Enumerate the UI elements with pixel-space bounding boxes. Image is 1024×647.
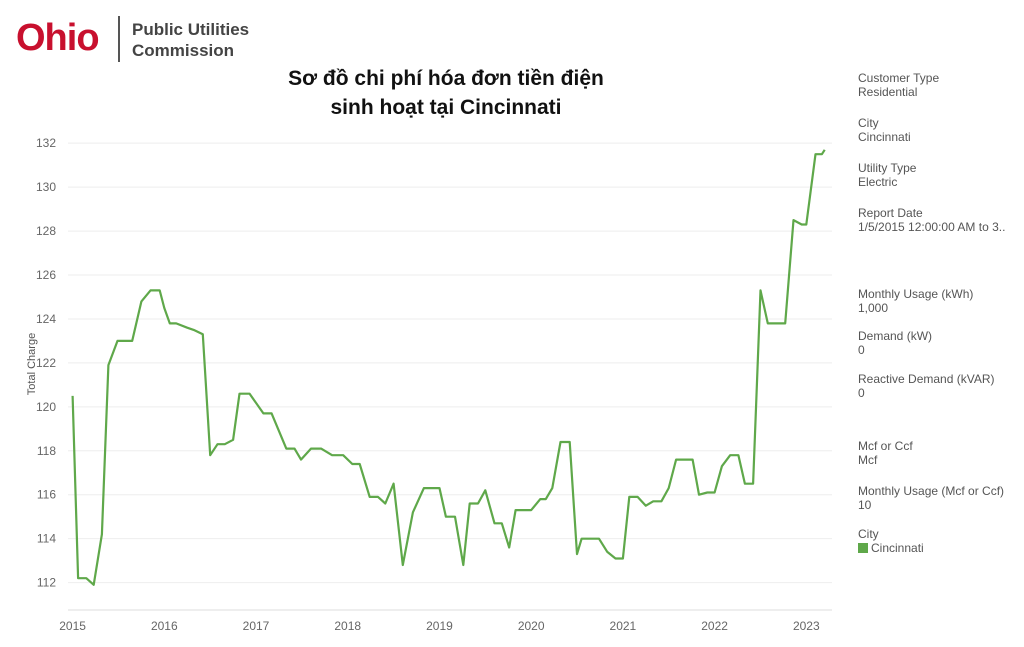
filter-label: Report Date: [858, 206, 923, 220]
y-tick-label: 130: [36, 180, 56, 194]
filter-value: 10: [858, 498, 872, 512]
legend[interactable]: City Cincinnati: [858, 527, 924, 555]
filter-label: Monthly Usage (kWh): [858, 287, 974, 301]
x-tick-label: 2017: [243, 619, 270, 633]
filter-value: Electric: [858, 175, 898, 189]
filter-value: 1/5/2015 12:00:00 AM to 3..: [858, 220, 1006, 234]
x-tick-label: 2022: [701, 619, 728, 633]
filter-label: Demand (kW): [858, 329, 933, 343]
legend-item[interactable]: Cincinnati: [858, 541, 924, 555]
legend-swatch: [858, 543, 868, 553]
filter-city[interactable]: City Cincinnati: [858, 116, 911, 144]
y-tick-label: 112: [37, 576, 56, 590]
y-tick-label: 120: [36, 400, 56, 414]
legend-title: City: [858, 527, 879, 541]
x-tick-label: 2016: [151, 619, 178, 633]
y-tick-label: 132: [36, 136, 56, 150]
filter-utility-type[interactable]: Utility Type Electric: [858, 161, 916, 189]
x-tick-label: 2023: [793, 619, 820, 633]
y-axis-label: Total Charge: [26, 333, 38, 395]
filter-label: Utility Type: [858, 161, 917, 175]
chart-title-line-2: sinh hoạt tại Cincinnati: [330, 96, 562, 119]
line-chart: 112 114 116 118 120 122 124 126 128 130 132 2015 201…: [26, 136, 832, 633]
logo-line-1: Public Utilities: [132, 20, 250, 39]
filter-reactive-demand[interactable]: Reactive Demand (kVAR) 0: [858, 372, 995, 400]
chart-title: Sơ đồ chi phí hóa đơn tiền điện sinh hoạ…: [236, 64, 656, 122]
y-tick-label: 124: [36, 312, 56, 326]
ohio-puc-logo: Ohio Public Utilities Commission: [16, 12, 276, 64]
filter-value: 0: [858, 343, 865, 357]
filter-value: 1,000: [858, 301, 889, 315]
filter-label: City: [858, 116, 879, 130]
chart-title-line-1: Sơ đồ chi phí hóa đơn tiền điện: [288, 67, 604, 90]
filter-value: Mcf: [858, 453, 878, 467]
x-tick-label: 2015: [59, 619, 86, 633]
y-tick-label: 118: [37, 444, 56, 458]
filter-monthly-usage-kwh[interactable]: Monthly Usage (kWh) 1,000: [858, 287, 973, 315]
logo-line-2: Commission: [132, 41, 235, 60]
filter-customer-type[interactable]: Customer Type Residential: [858, 71, 939, 99]
y-tick-label: 128: [36, 224, 56, 238]
series-line-cincinnati: [71, 149, 826, 586]
filter-label: Mcf or Ccf: [858, 439, 913, 453]
x-tick-label: 2019: [426, 619, 453, 633]
y-tick-label: 114: [37, 532, 56, 546]
filter-value: 0: [858, 386, 865, 400]
y-tick-label: 126: [36, 268, 56, 282]
filter-monthly-usage-mcf[interactable]: Monthly Usage (Mcf or Ccf) 10: [858, 484, 1004, 512]
filter-value: Residential: [858, 85, 918, 99]
x-tick-label: 2021: [610, 619, 637, 633]
filter-label: Monthly Usage (Mcf or Ccf): [858, 484, 1005, 498]
x-tick-label: 2018: [334, 619, 361, 633]
legend-item-label: Cincinnati: [871, 541, 924, 555]
logo-divider: [118, 16, 120, 62]
filter-report-date[interactable]: Report Date 1/5/2015 12:00:00 AM to 3..: [858, 206, 1005, 234]
filter-label: Customer Type: [858, 71, 940, 85]
filter-value: Cincinnati: [858, 130, 911, 144]
ohio-wordmark: Ohio: [16, 17, 100, 59]
x-tick-label: 2020: [518, 619, 545, 633]
filter-mcf-or-ccf[interactable]: Mcf or Ccf Mcf: [858, 439, 913, 467]
ohio-wordmark-text: Ohio: [16, 17, 100, 59]
filter-label: Reactive Demand (kVAR): [858, 372, 995, 386]
filter-demand-kw[interactable]: Demand (kW) 0: [858, 329, 932, 357]
y-tick-label: 122: [36, 356, 56, 370]
y-tick-label: 116: [37, 488, 56, 502]
